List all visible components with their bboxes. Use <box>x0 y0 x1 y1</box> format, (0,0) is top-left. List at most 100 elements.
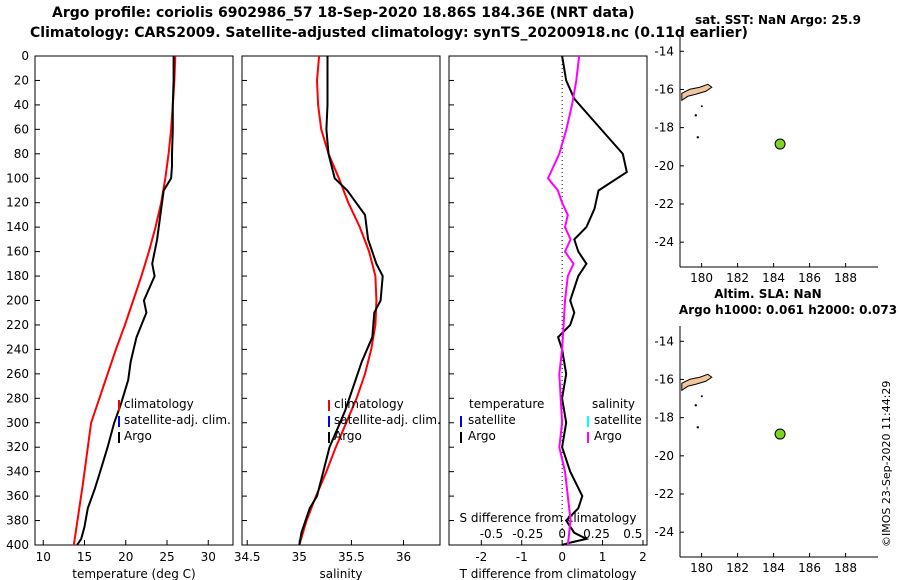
sla-map-y-tick--20: -20 <box>654 449 674 463</box>
difference-x-tick-0: 0 <box>558 550 566 564</box>
sla-map-island-dot <box>696 426 699 429</box>
sst-map-land-shape <box>681 83 713 102</box>
y-tick-label-120: 120 <box>6 196 29 210</box>
sla-map-title: Altim. SLA: NaN <box>714 287 821 301</box>
difference-x-tick--1: -1 <box>516 550 528 564</box>
y-tick-label-80: 80 <box>14 147 29 161</box>
difference-x-label: T difference from climatology <box>459 567 637 580</box>
chart-title-line-1: Argo profile: coriolis 6902986_57 18-Sep… <box>52 5 635 21</box>
y-tick-label-240: 240 <box>6 342 29 356</box>
difference-legend-left-label-0: satellite <box>468 413 516 427</box>
y-tick-label-40: 40 <box>14 98 29 112</box>
sla-map-x-tick-184: 184 <box>762 561 785 575</box>
difference-x2-label: S difference from climatology <box>460 511 637 525</box>
salinity-x-tick-35: 35 <box>292 550 307 564</box>
temperature-legend-label-2: Argo <box>124 429 152 443</box>
sla-map-island-dot <box>700 395 703 398</box>
sla-map-y-tick--18: -18 <box>654 411 674 425</box>
difference-legend-temperature-title: temperature <box>469 397 544 411</box>
salinity-legend-label-1: satellite-adj. clim. <box>334 413 441 427</box>
difference-x-tick-2: 2 <box>639 550 647 564</box>
y-tick-label-100: 100 <box>6 171 29 185</box>
sla-map-x-tick-188: 188 <box>834 561 857 575</box>
sla-map-x-tick-186: 186 <box>798 561 821 575</box>
sst-map-x-tick-182: 182 <box>726 271 749 285</box>
difference-x-tick--2: -2 <box>475 550 487 564</box>
sla-map-y-tick--16: -16 <box>654 372 674 386</box>
temperature-x-tick-10: 10 <box>36 550 51 564</box>
y-tick-label-200: 200 <box>6 294 29 308</box>
sst-map-x-tick-180: 180 <box>690 271 713 285</box>
difference-x-tick-1: 1 <box>599 550 607 564</box>
sla-map-x-tick-182: 182 <box>726 561 749 575</box>
chart-title-line-2: Climatology: CARS2009. Satellite-adjuste… <box>30 25 748 41</box>
sla-map-y-tick--14: -14 <box>654 334 674 348</box>
salinity-plot-frame <box>241 55 441 546</box>
y-tick-label-400: 400 <box>6 538 29 552</box>
sst-map-island-dot <box>694 114 697 117</box>
difference-legend-salinity-title: salinity <box>592 397 635 411</box>
y-tick-label-220: 220 <box>6 318 29 332</box>
y-tick-label-300: 300 <box>6 416 29 430</box>
difference-x2-tick-4: 0.5 <box>623 527 642 541</box>
sst-map-x-tick-186: 186 <box>798 271 821 285</box>
sla-map-subtitle: Argo h1000: 0.061 h2000: 0.073 <box>679 303 897 317</box>
difference-x2-tick-2: 0 <box>558 527 566 541</box>
sla-map-island-dot <box>694 404 697 407</box>
y-tick-label-320: 320 <box>6 440 29 454</box>
difference-s-argo-line <box>546 55 581 546</box>
salinity-x-tick-36: 36 <box>396 550 411 564</box>
temperature-legend-label-1: satellite-adj. clim. <box>124 413 231 427</box>
sla-map-argo-position-marker <box>774 428 786 440</box>
sst-map-island-dot <box>696 136 699 139</box>
y-tick-label-380: 380 <box>6 514 29 528</box>
temperature-x-tick-20: 20 <box>118 550 133 564</box>
sla-map-x-tick-180: 180 <box>690 561 713 575</box>
sst-map-x-tick-184: 184 <box>762 271 785 285</box>
y-tick-label-60: 60 <box>14 122 29 136</box>
difference-plot-frame <box>448 55 648 546</box>
y-tick-label-260: 260 <box>6 367 29 381</box>
sst-map-y-tick--22: -22 <box>654 197 674 211</box>
y-tick-label-140: 140 <box>6 220 29 234</box>
temperature-climatology-line <box>72 55 177 546</box>
sla-map-y-tick--22: -22 <box>654 487 674 501</box>
salinity-x-label: salinity <box>319 567 362 580</box>
temperature-x-tick-30: 30 <box>201 550 216 564</box>
y-tick-label-160: 160 <box>6 245 29 259</box>
difference-legend-right-label-1: Argo <box>594 429 622 443</box>
sst-map-argo-position-marker <box>774 138 786 150</box>
y-tick-label-0: 0 <box>21 49 29 63</box>
sst-map-x-tick-188: 188 <box>834 271 857 285</box>
sla-map-y-tick--24: -24 <box>654 525 674 539</box>
sst-map-title: sat. SST: NaN Argo: 25.9 <box>695 13 861 27</box>
sst-map-y-tick--24: -24 <box>654 235 674 249</box>
difference-t-argo-line <box>556 55 628 546</box>
temperature-x-label: temperature (deg C) <box>72 567 195 580</box>
temperature-argo-line <box>76 56 175 546</box>
difference-x2-tick-0: -0.5 <box>480 527 503 541</box>
salinity-x-tick-34.5: 34.5 <box>234 550 261 564</box>
temperature-x-tick-25: 25 <box>159 550 174 564</box>
y-tick-label-340: 340 <box>6 465 29 479</box>
temperature-x-tick-15: 15 <box>77 550 92 564</box>
y-tick-label-180: 180 <box>6 269 29 283</box>
difference-x2-tick-3: 0.25 <box>583 527 610 541</box>
salinity-climatology-line <box>298 55 378 546</box>
sst-map-island-dot <box>700 105 703 108</box>
difference-legend-right-label-0: satellite <box>594 413 642 427</box>
y-tick-label-20: 20 <box>14 73 29 87</box>
sst-map-y-tick--14: -14 <box>654 44 674 58</box>
sst-map-y-tick--18: -18 <box>654 121 674 135</box>
y-tick-label-360: 360 <box>6 489 29 503</box>
difference-legend-left-label-1: Argo <box>468 429 496 443</box>
salinity-x-tick-35.5: 35.5 <box>338 550 365 564</box>
difference-x2-tick-1: -0.25 <box>512 527 543 541</box>
salinity-legend-label-2: Argo <box>334 429 362 443</box>
salinity-argo-line <box>298 56 384 546</box>
sst-map-y-tick--16: -16 <box>654 82 674 96</box>
sst-map-y-tick--20: -20 <box>654 159 674 173</box>
y-tick-label-280: 280 <box>6 391 29 405</box>
sla-map-land-shape <box>681 373 713 392</box>
